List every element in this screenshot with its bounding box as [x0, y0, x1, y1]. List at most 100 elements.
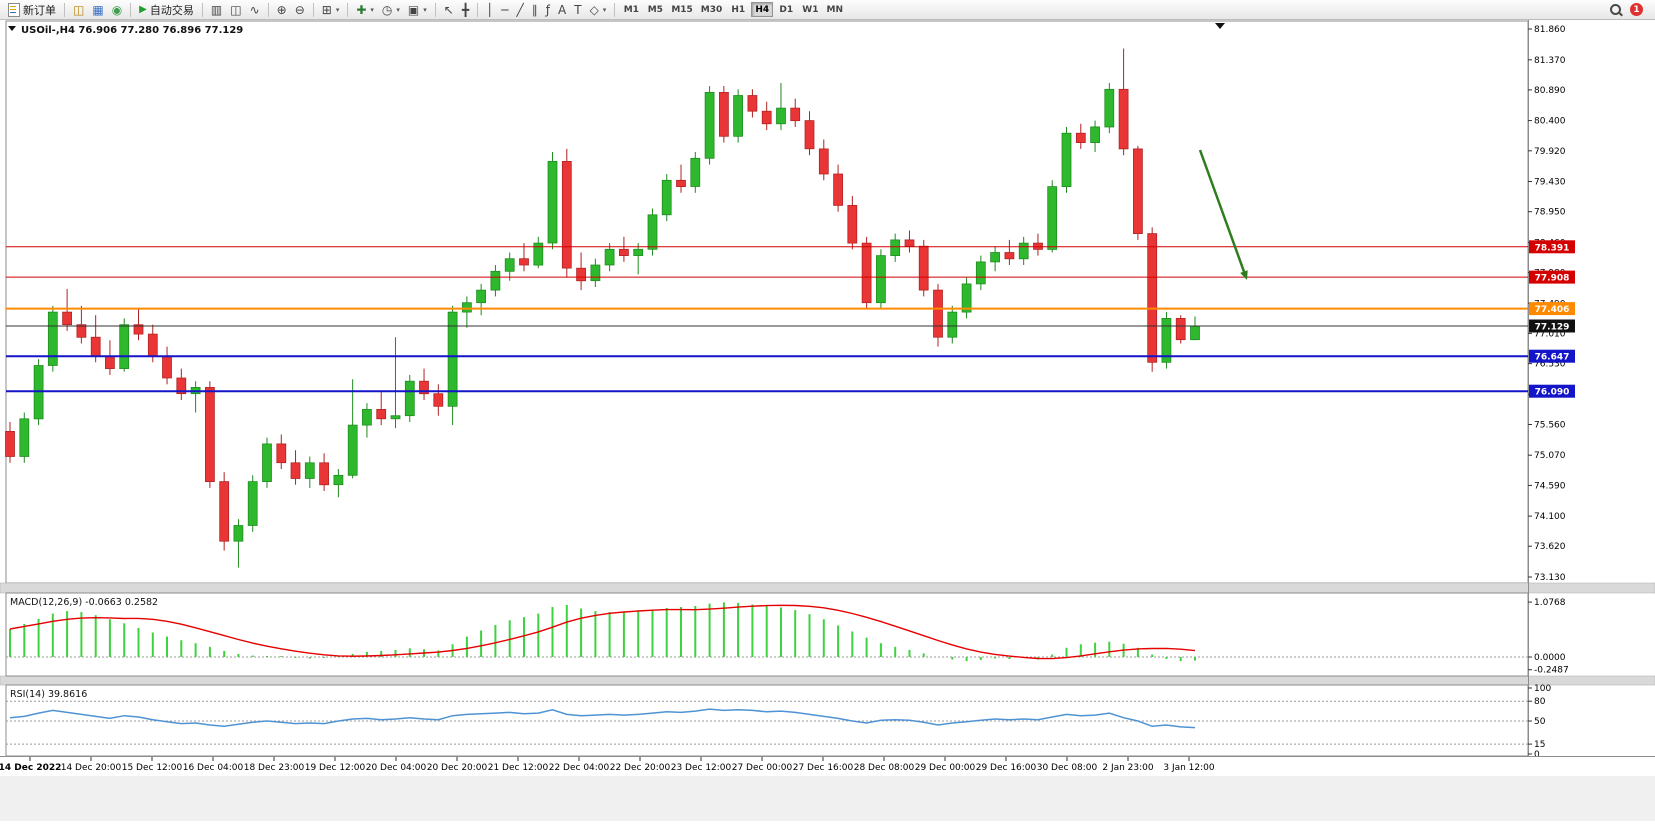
trendline-button[interactable]: ╱ [513, 1, 528, 19]
text-label-button[interactable]: A [554, 1, 570, 19]
timeframe-m1-button[interactable]: M1 [620, 2, 642, 17]
timeframe-h4-button[interactable]: H4 [751, 2, 774, 17]
svg-text:22 Dec 20:00: 22 Dec 20:00 [610, 763, 671, 773]
svg-text:76.530: 76.530 [1534, 360, 1566, 370]
zoom-out-button[interactable]: ⊖ [291, 1, 309, 19]
svg-text:76.647: 76.647 [1535, 353, 1570, 363]
rsi-label: RSI(14) 39.8616 [10, 689, 87, 700]
vertical-line-icon: │ [486, 2, 494, 17]
price-badge [1529, 349, 1575, 363]
svg-text:30 Dec 08:00: 30 Dec 08:00 [1037, 763, 1098, 773]
panel-separator[interactable] [0, 675, 1655, 686]
charts-window-button[interactable]: ◫ [69, 1, 88, 19]
dropdown-caret-icon: ▾ [370, 5, 374, 14]
indicators-button[interactable]: ✚ ▾ [352, 1, 378, 19]
equidistant-channel-icon: ∥ [531, 2, 538, 17]
shapes-button[interactable]: ◇ ▾ [586, 1, 611, 19]
auto-trading-label: 自动交易 [149, 3, 194, 17]
svg-text:76.090: 76.090 [1535, 388, 1570, 398]
one-click-trading-toggle[interactable] [8, 26, 16, 31]
bar-chart-icon: ▥ [210, 2, 223, 17]
svg-text:78.950: 78.950 [1534, 208, 1566, 218]
timeframe-m30-button[interactable]: M30 [698, 2, 725, 17]
dropdown-caret-icon: ▾ [396, 5, 400, 14]
svg-text:80.400: 80.400 [1534, 117, 1566, 127]
svg-text:0.0000: 0.0000 [1534, 653, 1566, 663]
search-button[interactable] [1606, 1, 1625, 19]
toolbar-separator [347, 2, 349, 17]
toolbar-separator [130, 2, 132, 17]
svg-text:74.590: 74.590 [1534, 481, 1566, 491]
toolbar-separator [64, 2, 65, 17]
line-chart-button[interactable]: ∿ [246, 1, 264, 19]
toolbar: 新订单 ◫ ▦ ◉ ▶ 自动交易 ▥ ◫ ∿ ⊕ ⊖ ⊞ ▾ ✚ ▾ ◷ ▾ ▣ ▾ ↖ ╋ │ ─ ╱ ∥ ƒ… [0, 0, 1655, 20]
svg-text:80: 80 [1534, 697, 1546, 707]
charts-window-icon: ◫ [73, 2, 85, 17]
svg-text:0: 0 [1534, 750, 1540, 760]
timeframe-m5-button[interactable]: M5 [644, 2, 666, 17]
timeframe-d1-button[interactable]: D1 [775, 2, 797, 17]
cursor-button[interactable]: ↖ [440, 1, 458, 19]
svg-text:77.406: 77.406 [1535, 305, 1570, 315]
svg-text:77.010: 77.010 [1534, 329, 1566, 339]
price-axis[interactable]: 81.860 81.370 80.890 80.400 79.920 79.430 78.9… [1528, 20, 1575, 760]
toolbar-separator [267, 2, 269, 17]
chart-shift-marker[interactable] [1215, 23, 1225, 29]
fibonacci-button[interactable]: ƒ [542, 1, 554, 19]
zoom-out-icon: ⊖ [294, 2, 305, 17]
fibonacci-icon: ƒ [545, 2, 550, 17]
svg-text:29 Dec 00:00: 29 Dec 00:00 [915, 763, 976, 773]
timeframe-mn-button[interactable]: MN [823, 2, 846, 17]
horizontal-line-button[interactable]: ─ [497, 1, 512, 19]
svg-text:18 Dec 23:00: 18 Dec 23:00 [244, 763, 305, 773]
search-icon [1610, 4, 1621, 15]
svg-text:77.129: 77.129 [1535, 323, 1570, 333]
chart-window: USOil-,H4 76.906 77.280 76.896 77.129 MAC… [0, 20, 1655, 825]
arrows-tool-button[interactable]: T [570, 1, 585, 19]
candlestick-chart-icon: ◫ [230, 2, 242, 17]
svg-text:74.100: 74.100 [1534, 512, 1566, 522]
panel-separator[interactable] [0, 582, 1655, 594]
time-axis[interactable]: 14 Dec 2022 14 Dec 20:00 15 Dec 12:00 16 De… [0, 756, 1655, 774]
new-order-label: 新订单 [23, 3, 56, 17]
text-label-icon: A [558, 2, 567, 17]
equidistant-channel-button[interactable]: ∥ [528, 1, 542, 19]
svg-text:20 Dec 20:00: 20 Dec 20:00 [427, 763, 488, 773]
arrows-tool-icon: T [574, 2, 582, 17]
tile-windows-button[interactable]: ⊞ ▾ [318, 1, 344, 19]
auto-trading-button[interactable]: ▶ 自动交易 [135, 1, 198, 19]
svg-text:80.890: 80.890 [1534, 86, 1566, 96]
navigator-button[interactable]: ◉ [108, 1, 126, 19]
auto-trading-play-icon: ▶ [139, 4, 147, 15]
svg-text:22 Dec 04:00: 22 Dec 04:00 [549, 763, 610, 773]
svg-text:79.430: 79.430 [1534, 178, 1566, 188]
crosshair-button[interactable]: ╋ [458, 1, 473, 19]
price-badge [1529, 240, 1575, 254]
svg-text:75.560: 75.560 [1534, 421, 1566, 431]
timeframes-group: M1 M5 M15 M30 H1 H4 D1 W1 MN [619, 2, 847, 17]
drawing-tools-group: │ ─ ╱ ∥ ƒ A T ◇ ▾ [482, 1, 610, 19]
periods-button[interactable]: ◷ ▾ [378, 1, 404, 19]
bar-chart-button[interactable]: ▥ [207, 1, 226, 19]
candlestick-chart-button[interactable]: ◫ [226, 1, 245, 19]
svg-text:1.0768: 1.0768 [1534, 598, 1566, 608]
timeframe-m15-button[interactable]: M15 [668, 2, 695, 17]
svg-text:3 Jan 12:00: 3 Jan 12:00 [1163, 763, 1215, 773]
svg-text:27 Dec 00:00: 27 Dec 00:00 [732, 763, 793, 773]
price-badge [1529, 319, 1575, 333]
svg-text:50: 50 [1534, 717, 1546, 727]
new-order-button[interactable]: 新订单 [4, 1, 60, 19]
timeframe-h1-button[interactable]: H1 [727, 2, 749, 17]
svg-text:20 Dec 04:00: 20 Dec 04:00 [366, 763, 427, 773]
macd-signal-line [9, 604, 1196, 660]
toolbar-separator [477, 2, 479, 17]
arrow-annotation[interactable] [1198, 149, 1248, 280]
zoom-in-button[interactable]: ⊕ [273, 1, 291, 19]
svg-text:81.370: 81.370 [1534, 56, 1566, 66]
templates-button[interactable]: ▣ ▾ [404, 1, 431, 19]
toolbar-separator [434, 2, 436, 17]
notification-badge[interactable]: 1 [1630, 3, 1643, 16]
market-watch-button[interactable]: ▦ [88, 1, 107, 19]
timeframe-w1-button[interactable]: W1 [799, 2, 821, 17]
vertical-line-button[interactable]: │ [482, 1, 497, 19]
